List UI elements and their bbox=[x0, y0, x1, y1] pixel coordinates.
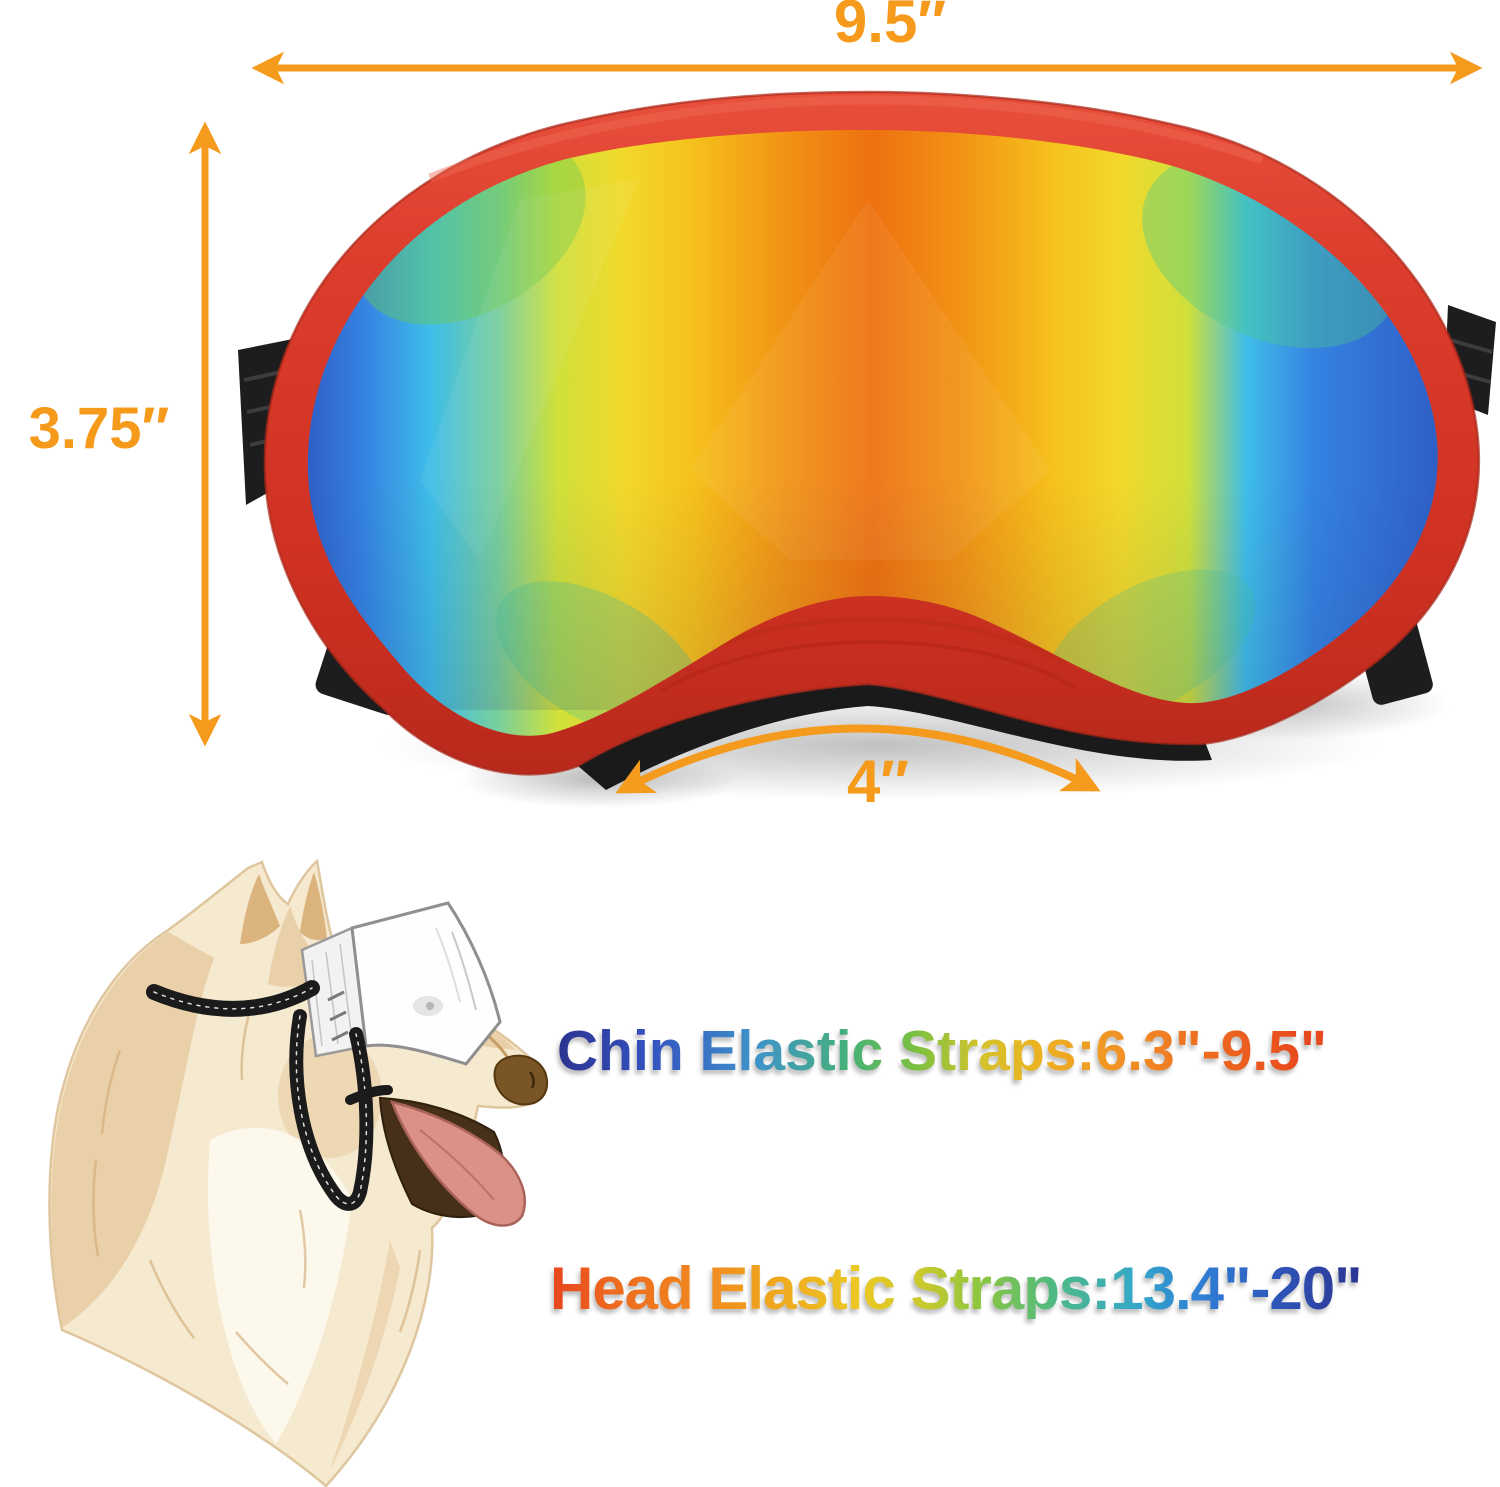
dimension-arrows bbox=[188, 51, 1483, 794]
width-dimension-label: 9.5″ bbox=[833, 0, 947, 55]
goggles-illustration bbox=[238, 90, 1496, 808]
nose-bridge-dimension-label: 4″ bbox=[846, 748, 910, 815]
nose-bridge-arrow bbox=[615, 724, 1101, 794]
height-dimension-label: 3.75″ bbox=[28, 396, 170, 461]
dog-chest-white bbox=[207, 1127, 352, 1444]
head-strap-spec-text: Head Elastic Straps:13.4"-20" bbox=[550, 1255, 1363, 1322]
dog-chin-strap bbox=[289, 1009, 393, 1211]
dog-head-strap bbox=[146, 980, 320, 1017]
bottom-foam-padding bbox=[578, 684, 1212, 790]
frame-highlight bbox=[428, 95, 1264, 183]
dog-nose bbox=[493, 1054, 549, 1106]
dog-sketch-illustration bbox=[48, 858, 549, 1487]
dog-nostril bbox=[528, 1071, 535, 1089]
dog-ears-inner bbox=[240, 872, 327, 944]
dog-tongue-centerline bbox=[419, 1129, 495, 1201]
dog-goggles-sketch bbox=[300, 901, 502, 1066]
chin-strap-spec-text: Chin Elastic Straps:6.3"-9.5" bbox=[557, 1019, 1327, 1083]
